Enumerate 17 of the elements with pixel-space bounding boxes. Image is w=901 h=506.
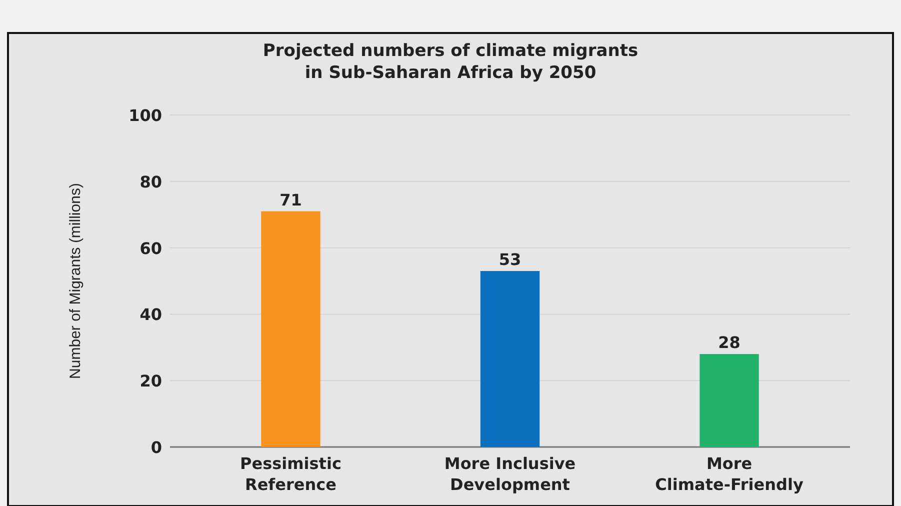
bar <box>480 271 540 447</box>
y-tick-label: 0 <box>150 438 162 457</box>
data-label: 53 <box>498 250 522 270</box>
y-tick-label: 80 <box>140 172 162 192</box>
y-tick-label: 60 <box>140 238 162 258</box>
chart-title: Projected numbers of climate migrants in Sub-Saharan Africa by 2050 <box>262 41 638 83</box>
x-tick-label: More Inclusive Development <box>444 454 576 494</box>
bar <box>700 354 759 447</box>
data-label: 28 <box>718 333 740 352</box>
x-tick-label: Pessimistic Reference <box>240 454 342 494</box>
y-tick-label: 100 <box>128 106 162 125</box>
bar <box>261 211 320 447</box>
y-tick-label: 20 <box>140 372 162 391</box>
y-tick-label: 40 <box>140 305 162 324</box>
y-axis-title: Number of Migrants (millions) <box>67 183 84 379</box>
data-label: 71 <box>280 190 302 210</box>
x-tick-label: More Climate-Friendly <box>655 454 804 494</box>
